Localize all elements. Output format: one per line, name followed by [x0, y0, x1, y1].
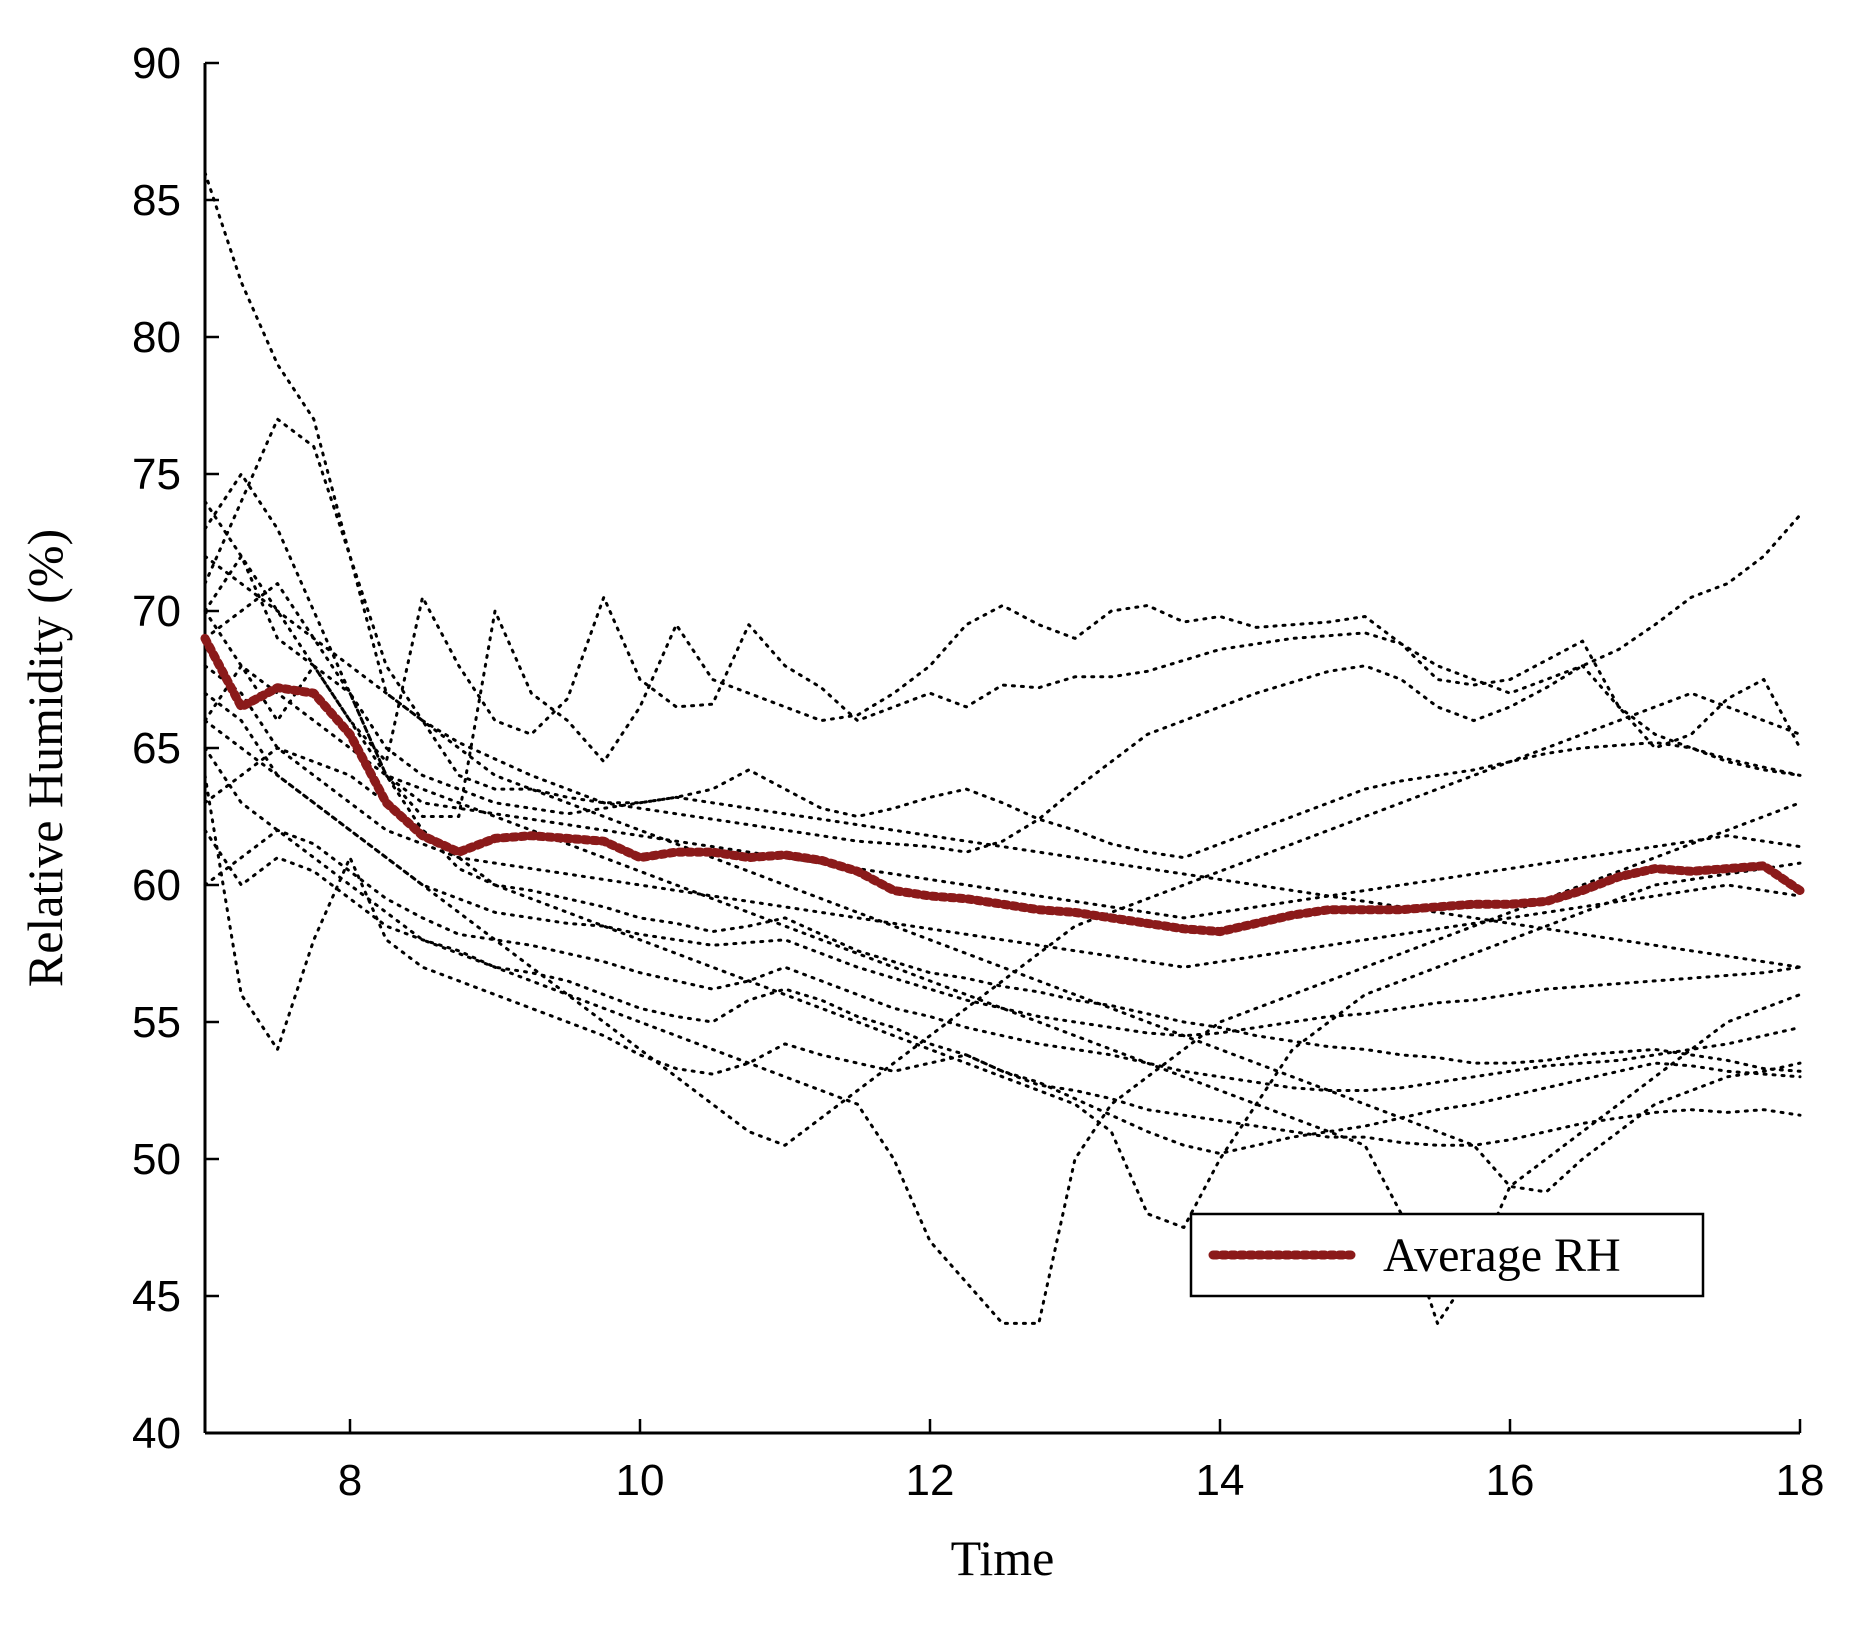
series-line-sensor-11 — [203, 499, 1802, 920]
series-line-sensor-5 — [203, 604, 1802, 818]
series-line-sensor-3 — [203, 472, 1802, 1073]
series-line-sensor-7 — [203, 417, 1802, 860]
y-tick-label: 85 — [132, 176, 181, 225]
series-line-sensor-1 — [203, 171, 1802, 854]
legend: Average RH — [1189, 1212, 1705, 1298]
y-tick-label: 65 — [132, 724, 181, 773]
y-tick-label: 40 — [132, 1409, 181, 1458]
legend-label: Average RH — [1383, 1229, 1621, 1282]
x-tick-label: 8 — [338, 1456, 362, 1505]
y-axis-title: Relative Humidity (%) — [17, 529, 73, 987]
x-tick-label: 12 — [906, 1456, 955, 1505]
series-line-sensor-6 — [203, 828, 1802, 1155]
x-tick-label: 18 — [1776, 1456, 1825, 1505]
series-line-sensor-10 — [203, 664, 1802, 969]
series-line-sensor-4 — [203, 554, 1802, 777]
y-tick-label: 45 — [132, 1272, 181, 1321]
x-tick-label: 14 — [1196, 1456, 1245, 1505]
y-tick-label: 50 — [132, 1135, 181, 1184]
series-line-sensor-2 — [203, 773, 1802, 1147]
y-tick-label: 70 — [132, 587, 181, 636]
series-line-sensor-8 — [203, 828, 1802, 1092]
y-tick-label: 60 — [132, 861, 181, 910]
ticks: 40 45 50 55 60 65 70 75 80 85 90 8 10 12 14 16 18 — [132, 39, 1824, 1505]
y-tick-label: 90 — [132, 39, 181, 88]
y-tick-label: 75 — [132, 450, 181, 499]
series-line-sensor-14 — [203, 691, 1802, 1147]
series-layer — [200, 171, 1805, 1325]
series-line-sensor-15 — [203, 746, 1802, 1229]
series-line-sensor-16 — [203, 609, 1802, 1325]
series-line-average-rh — [200, 633, 1805, 937]
x-tick-label: 10 — [616, 1456, 665, 1505]
series-line-sensor-9 — [203, 691, 1802, 1038]
x-tick-label: 16 — [1486, 1456, 1535, 1505]
y-tick-label: 80 — [132, 313, 181, 362]
x-axis-title: Time — [951, 1530, 1055, 1586]
y-tick-label: 55 — [132, 998, 181, 1047]
series-line-sensor-17 — [203, 554, 1802, 1194]
